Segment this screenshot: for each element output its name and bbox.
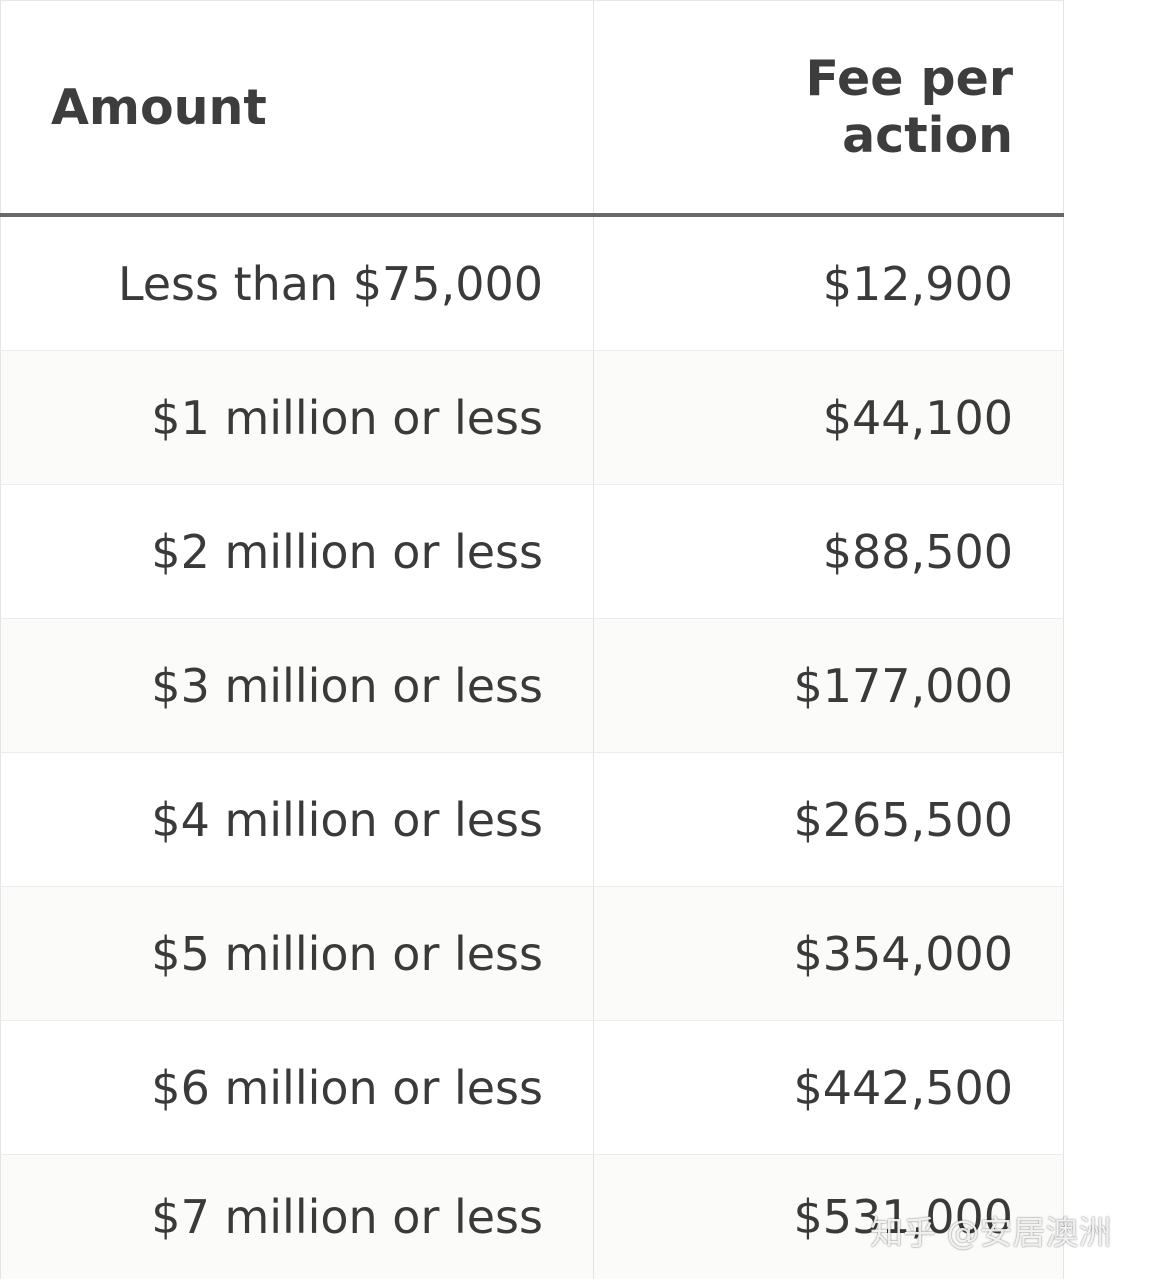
fee-table: Amount Fee per action Less than $75,000 … (0, 0, 1064, 1279)
fee-cell: $265,500 (593, 752, 1064, 887)
table-row: $4 million or less $265,500 (0, 752, 1064, 887)
table-row: Less than $75,000 $12,900 (0, 215, 1064, 351)
table-row: $3 million or less $177,000 (0, 618, 1064, 753)
table-header-row: Amount Fee per action (0, 0, 1064, 217)
amount-cell: $1 million or less (0, 350, 594, 485)
fee-cell: $12,900 (593, 215, 1064, 351)
amount-cell: Less than $75,000 (0, 215, 594, 351)
fee-cell: $354,000 (593, 886, 1064, 1021)
fee-cell: $531,000 (593, 1154, 1064, 1279)
table-row: $1 million or less $44,100 (0, 350, 1064, 485)
watermark: 知乎 @安居澳洲 (870, 1213, 1112, 1252)
table-row: $6 million or less $442,500 (0, 1020, 1064, 1155)
table-row: $2 million or less $88,500 (0, 484, 1064, 619)
fee-cell: $442,500 (593, 1020, 1064, 1155)
amount-cell: $3 million or less (0, 618, 594, 753)
fee-cell: $44,100 (593, 350, 1064, 485)
amount-cell: $2 million or less (0, 484, 594, 619)
amount-cell: $6 million or less (0, 1020, 594, 1155)
table-row: $7 million or less $531,000 (0, 1154, 1064, 1279)
table-row: $5 million or less $354,000 (0, 886, 1064, 1021)
fee-cell: $177,000 (593, 618, 1064, 753)
fee-column-header: Fee per action (593, 0, 1064, 217)
amount-cell: $5 million or less (0, 886, 594, 1021)
fee-cell: $88,500 (593, 484, 1064, 619)
amount-column-header: Amount (0, 0, 594, 217)
amount-cell: $7 million or less (0, 1154, 594, 1279)
amount-cell: $4 million or less (0, 752, 594, 887)
